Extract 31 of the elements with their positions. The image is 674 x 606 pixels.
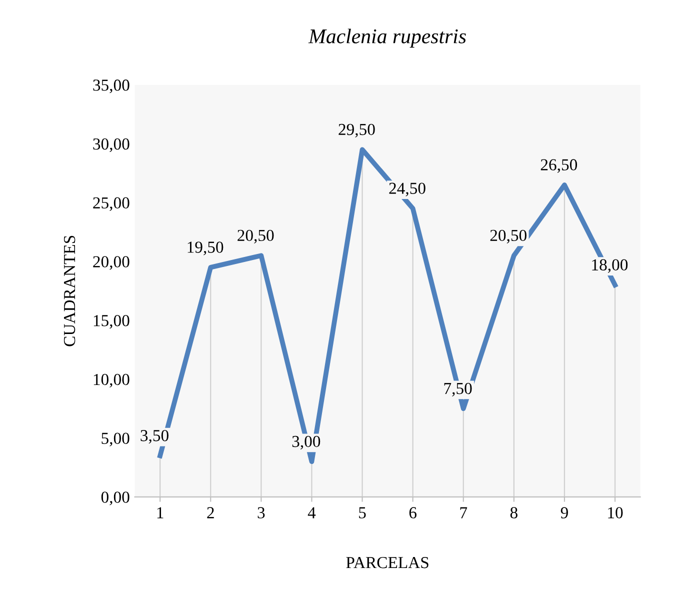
x-tick-label: 8 bbox=[510, 507, 518, 518]
y-tick-label: 20,00 bbox=[93, 256, 130, 270]
data-label: 26,50 bbox=[540, 159, 578, 173]
data-label: 3,50 bbox=[140, 430, 168, 444]
y-tick-label: 35,00 bbox=[93, 80, 130, 94]
data-label: 3,00 bbox=[292, 436, 320, 450]
y-tick-label: 30,00 bbox=[93, 138, 130, 152]
chart-title: Maclenia rupestris bbox=[308, 28, 466, 48]
y-axis-title: CUADRANTES bbox=[64, 236, 76, 346]
y-tick-label: 0,00 bbox=[101, 492, 130, 506]
x-tick-label: 7 bbox=[460, 507, 468, 518]
x-tick-label: 4 bbox=[308, 507, 316, 518]
data-label: 7,50 bbox=[444, 382, 472, 397]
data-label: 18,00 bbox=[592, 259, 628, 273]
x-tick-label: 1 bbox=[157, 507, 164, 518]
x-tick-label: 9 bbox=[560, 507, 568, 518]
x-tick-label: 10 bbox=[608, 507, 623, 518]
data-label: 19,50 bbox=[188, 242, 224, 256]
y-tick-label: 15,00 bbox=[94, 315, 130, 329]
data-label: 24,50 bbox=[389, 182, 426, 196]
x-tick-label: 2 bbox=[207, 507, 214, 518]
data-label: 20,50 bbox=[238, 230, 274, 244]
y-tick-label: 25,00 bbox=[93, 197, 130, 211]
x-tick-label: 6 bbox=[409, 507, 416, 518]
x-tick-label: 3 bbox=[258, 507, 265, 518]
x-tick-label: 5 bbox=[359, 507, 366, 518]
data-label: 20,50 bbox=[490, 230, 526, 244]
x-axis-title: PARCELAS bbox=[346, 557, 428, 568]
y-tick-label: 10,00 bbox=[94, 374, 130, 388]
data-label: 29,50 bbox=[338, 124, 375, 138]
y-tick-label: 5,00 bbox=[102, 432, 130, 446]
